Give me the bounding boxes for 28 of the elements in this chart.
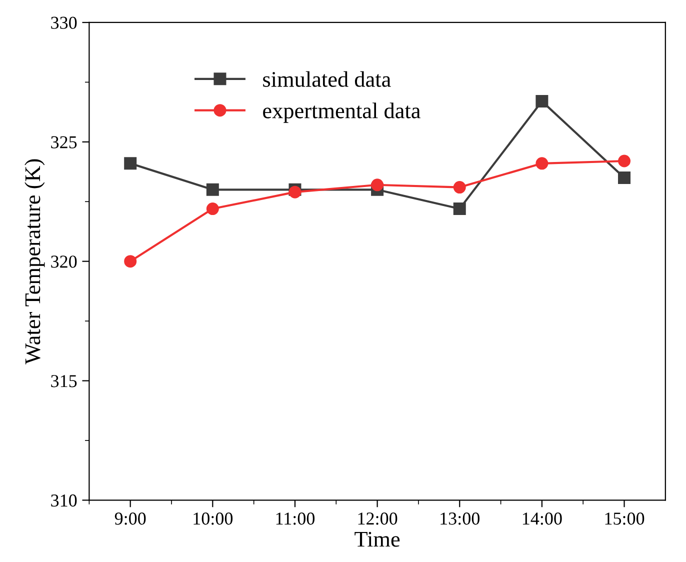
y-tick-label: 315 xyxy=(51,375,77,388)
point xyxy=(453,202,466,216)
point xyxy=(288,186,302,198)
x-tick-label: 10:00 xyxy=(194,512,233,525)
y-tick-label: 320 xyxy=(51,256,77,268)
x-axis-title: Time xyxy=(354,532,400,547)
x-tick-label: 13:00 xyxy=(440,512,480,525)
x-tick-label: 12:00 xyxy=(358,512,398,525)
point xyxy=(618,171,631,184)
y-tick-label: 325 xyxy=(51,136,77,148)
x-tick-label: 9:00 xyxy=(114,512,146,525)
point xyxy=(124,255,137,268)
point xyxy=(536,95,548,108)
point xyxy=(371,178,384,192)
point xyxy=(453,181,466,194)
point xyxy=(206,183,219,196)
point xyxy=(124,157,137,170)
legend-label: expertmental data xyxy=(263,102,420,123)
point xyxy=(536,157,548,170)
x-tick-label: 14:00 xyxy=(522,512,562,525)
x-tick-label: 11:00 xyxy=(276,512,315,525)
point xyxy=(618,154,631,168)
x-tick-label: 15:00 xyxy=(605,512,644,525)
y-tick-label: 330 xyxy=(51,16,77,29)
point xyxy=(206,202,219,216)
legend-label: simulated data xyxy=(263,71,391,87)
y-tick-label: 310 xyxy=(51,494,77,507)
y-axis-title: Water Temperature (K) xyxy=(24,159,45,364)
